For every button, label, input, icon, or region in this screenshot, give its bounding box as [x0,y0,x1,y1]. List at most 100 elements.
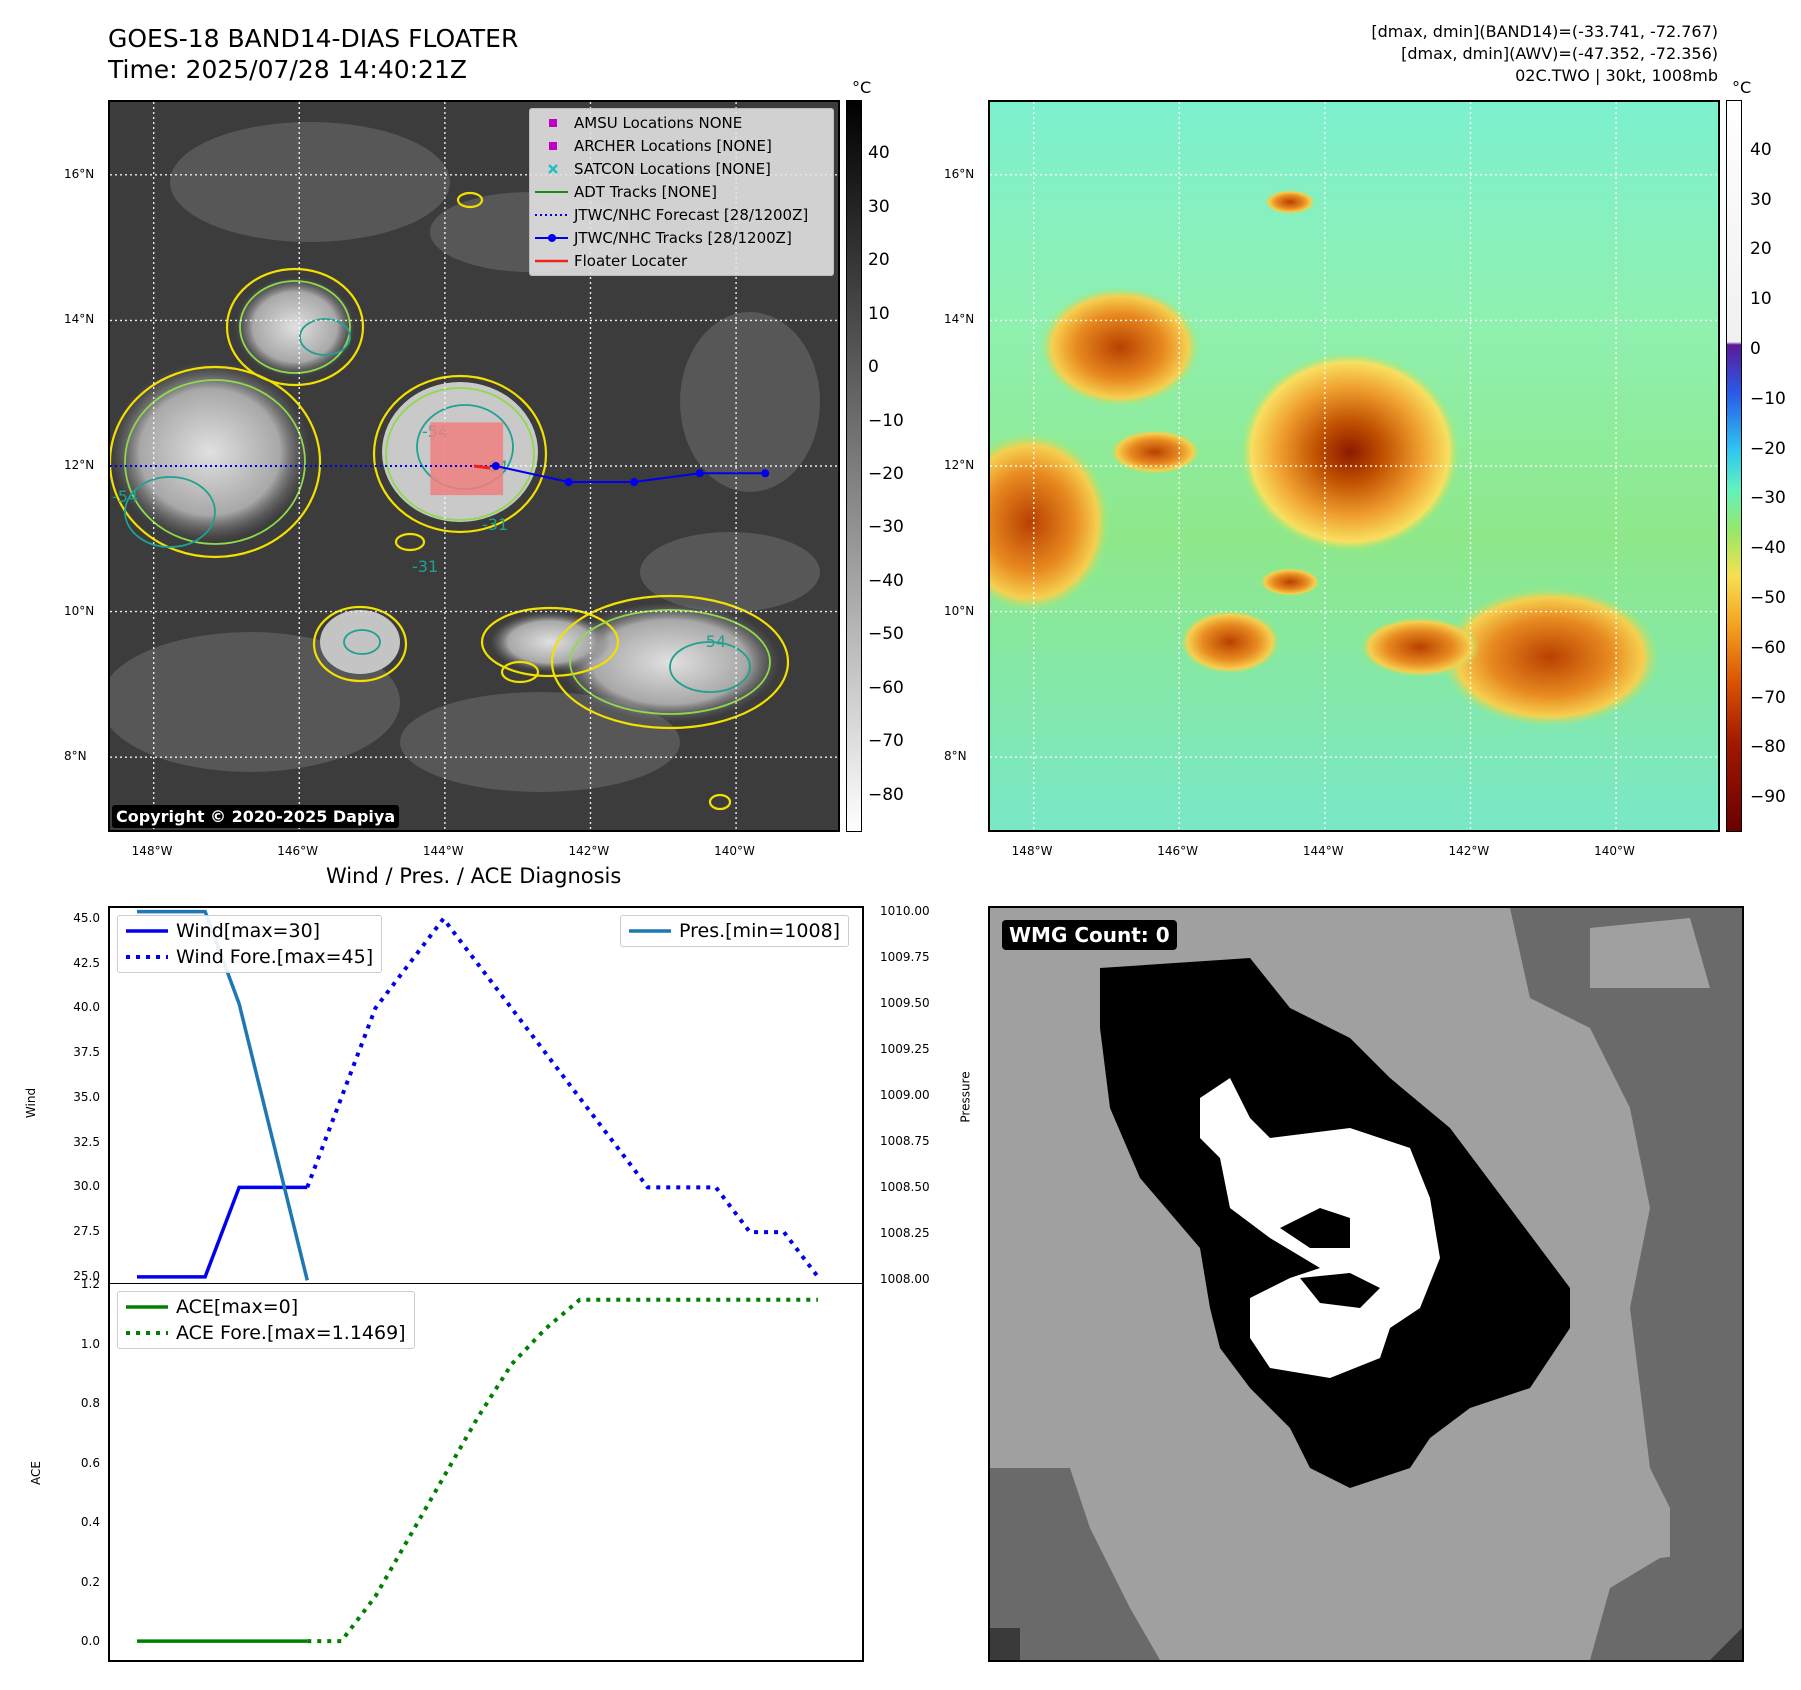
lon-tick-label: 146°W [1157,844,1199,858]
y-tick-label: 42.5 [73,955,100,970]
y-tick-label: 1009.25 [880,1041,930,1056]
ace-legend: ACE[max=0] ACE Fore.[max=1.1469] [117,1291,415,1349]
lon-tick-label: 144°W [422,844,464,858]
ace-axis-label: ACE [28,1461,43,1485]
colorbar-tick-label: 30 [868,196,890,217]
y-tick-label: 1008.50 [880,1180,930,1195]
track-point [761,469,770,478]
legend-item: Pres.[min=1008] [621,918,848,944]
colorbar-tick-label: −80 [868,784,904,805]
y-tick-label: 0.4 [80,1515,100,1530]
legend-item: JTWC/NHC Forecast [28/1200Z] [530,203,833,226]
color-colorbar [1726,100,1742,832]
ir-color-map [988,100,1720,832]
gray-colorbar [846,100,862,832]
colorbar-tick-label: −30 [1750,488,1786,509]
colorbar-tick-label: −20 [1750,438,1786,459]
y-tick-label: 1008.75 [880,1134,930,1149]
colorbar-tick-label: 10 [1750,289,1772,310]
track-point [491,462,500,470]
green-solid-line-icon [126,1305,168,1309]
colorbar-tick-label: −60 [1750,637,1786,658]
green-dotted-line-icon [126,1331,168,1335]
blue-dotted-line-icon [126,955,168,959]
red-line-icon [535,259,568,263]
lon-tick-label: 140°W [714,844,755,858]
pressure-axis-label: Pressure [958,1071,973,1123]
colorbar-tick-label: 20 [868,250,890,271]
colorbar-unit-right: °C [1732,78,1752,97]
copyright-label: Copyright © 2020-2025 Dapiya [112,805,400,828]
y-tick-label: 0.2 [80,1574,100,1589]
wmg-count-badge: WMG Count: 0 [1002,920,1177,950]
legend-item: Floater Locater [530,249,833,272]
lon-tick-label: 142°W [1448,844,1490,858]
legend-item: ADT Tracks [NONE] [530,180,833,203]
legend-item: ARCHER Locations [NONE] [530,134,833,157]
y-tick-label: 0.6 [80,1455,100,1470]
map-legend: AMSU Locations NONE ARCHER Locations [NO… [529,108,834,276]
contour-label: -31 [412,557,438,576]
y-tick-label: 37.5 [73,1045,100,1060]
green-line-icon [535,191,568,193]
colorbar-tick-label: −60 [868,677,904,698]
blue-solid-line-icon [126,929,168,933]
series-line-1 [307,1297,818,1644]
ir-grayscale-map: -54 -54 -64 -31 -31 -54 Copyright © 2020… [108,100,840,832]
colorbar-tick-label: −50 [1750,587,1786,608]
colorbar-tick-label: 40 [1750,139,1772,160]
chart-time: Time: 2025/07/28 14:40:21Z [108,55,467,84]
contour-label: -54 [112,487,138,506]
y-tick-label: 32.5 [73,1134,100,1149]
lon-tick-label: 144°W [1302,844,1344,858]
lat-tick-label: 12°N [64,458,95,472]
diagnosis-title: Wind / Pres. / ACE Diagnosis [326,864,622,888]
floater-box [430,422,504,496]
y-tick-label: 0.0 [80,1634,100,1649]
y-tick-label: 1009.75 [880,949,930,964]
y-tick-label: 1009.00 [880,1088,930,1102]
colorbar-unit: °C [852,78,872,97]
y-tick-label: 25.0 [73,1268,100,1283]
legend-item: ACE Fore.[max=1.1469] [118,1320,414,1346]
lat-tick-label: 12°N [944,458,975,472]
chart-title: GOES-18 BAND14-DIAS FLOATER [108,24,519,53]
legend-item: Wind[max=30] [118,918,381,944]
colorbar-tick-label: −10 [868,410,904,431]
contour-label: -31 [482,515,508,534]
lat-tick-label: 16°N [944,166,975,181]
lon-tick-label: 142°W [568,844,610,858]
y-tick-label: 1008.25 [880,1226,930,1241]
info-storm: 02C.TWO | 30kt, 1008mb [1515,66,1718,85]
series-line-1 [305,915,820,1279]
lat-tick-label: 14°N [64,312,95,327]
magenta-square-icon [549,119,557,127]
y-tick-label: 27.5 [73,1224,100,1239]
magenta-square-icon [549,142,557,150]
colorbar-tick-label: −20 [868,464,904,484]
y-tick-label: 0.8 [80,1396,100,1411]
wmg-panel: WMG Count: 0 [988,906,1744,1662]
info-awv: [dmax, dmin](AWV)=(-47.352, -72.356) [1401,44,1718,63]
colorbar-tick-label: 30 [1750,189,1772,210]
blue-dotted-line-icon [535,214,568,216]
lon-tick-label: 146°W [277,844,319,858]
pressure-legend: Pres.[min=1008] [620,915,850,947]
colorbar-tick-label: 0 [1750,338,1761,359]
track-point [564,478,573,487]
colorbar-tick-label: −80 [1750,737,1786,758]
wind-axis-label: Wind [24,1087,39,1119]
y-tick-label: 1009.50 [880,995,930,1010]
blue-line-dot-icon [535,234,568,242]
colorbar-tick-label: 40 [868,143,890,164]
colorbar-tick-label: 0 [868,357,879,378]
info-band14: [dmax, dmin](BAND14)=(-33.741, -72.767) [1371,22,1718,41]
cyan-x-icon [548,164,558,174]
y-tick-label: 40.0 [73,1000,100,1015]
colorbar-tick-label: 20 [1750,239,1772,260]
lat-tick-label: 10°N [64,603,95,618]
colorbar-tick-label: −40 [1750,538,1786,559]
colorbar-tick-label: 10 [868,303,890,324]
colorbar-tick-label: −30 [868,517,904,538]
series-line-0 [137,1185,308,1279]
